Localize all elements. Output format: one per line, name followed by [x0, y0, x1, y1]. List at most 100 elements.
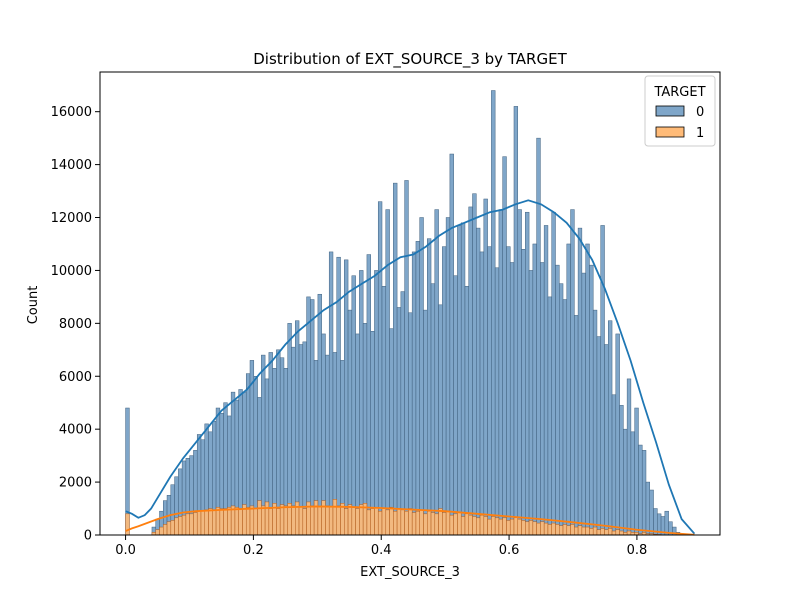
- bar-series-0: [502, 156, 507, 536]
- y-tick-label: 6000: [59, 370, 92, 385]
- y-tick-label: 12000: [51, 211, 92, 226]
- bar-series-1: [574, 526, 579, 536]
- bar-series-0: [396, 307, 402, 536]
- bar-series-0: [355, 333, 360, 536]
- bar-series-0: [536, 137, 541, 536]
- bar-series-0: [570, 209, 575, 536]
- bar-series-0: [328, 251, 334, 536]
- bar-series-0: [476, 227, 481, 536]
- bar-series-1: [396, 508, 402, 536]
- x-tick-label: 0.4: [371, 543, 392, 558]
- bar-series-0: [472, 193, 477, 536]
- chart-title: Distribution of EXT_SOURCE_3 by TARGET: [253, 50, 567, 69]
- bar-series-1: [340, 503, 345, 536]
- bar-series-1: [264, 501, 270, 536]
- bar-series-0: [393, 182, 398, 536]
- bar-series-0: [521, 249, 526, 536]
- bar-series-0: [525, 211, 530, 536]
- bar-series-1: [370, 508, 375, 536]
- bar-series-1: [445, 510, 451, 536]
- bar-series-1: [525, 521, 530, 536]
- bar-series-1: [419, 509, 424, 536]
- bar-series-1: [347, 504, 353, 536]
- bar-series-1: [491, 516, 496, 536]
- bar-series-1: [178, 516, 183, 536]
- bar-series-1: [404, 510, 409, 536]
- y-tick-label: 2000: [59, 476, 92, 491]
- bar-series-0: [498, 209, 503, 536]
- bar-series-0: [438, 304, 443, 536]
- bar-series-0: [517, 209, 522, 536]
- bar-series-0: [366, 254, 371, 536]
- bar-series-1: [393, 510, 398, 536]
- bar-series-0: [600, 225, 605, 536]
- bar-series-0: [434, 209, 439, 536]
- bar-series-0: [449, 153, 454, 536]
- bar-series-0: [487, 246, 492, 536]
- bar-series-1: [332, 499, 338, 536]
- bar-series-0: [457, 225, 462, 536]
- bar-series-1: [494, 517, 500, 536]
- bar-series-0: [645, 481, 650, 536]
- bar-series-1: [547, 524, 552, 536]
- bar-series-1: [415, 510, 420, 536]
- bar-series-1: [291, 505, 296, 536]
- plot-frame: [99, 71, 721, 536]
- bar-series-1: [555, 524, 560, 536]
- y-tick-label: 16000: [51, 105, 92, 120]
- bar-series-0: [551, 211, 556, 536]
- bar-series-0: [347, 309, 353, 536]
- bar-series-0: [377, 201, 383, 536]
- bar-series-1: [581, 526, 586, 536]
- bar-series-0: [491, 90, 496, 536]
- bar-series-0: [574, 315, 579, 536]
- bar-series-1: [245, 506, 251, 536]
- y-tick-label: 10000: [51, 264, 92, 279]
- legend-label-0: 0: [696, 105, 704, 120]
- bar-series-1: [521, 520, 526, 536]
- bar-series-0: [664, 510, 669, 536]
- bar-series-1: [536, 522, 541, 536]
- bar-series-1: [577, 525, 583, 536]
- bar-series-0: [638, 444, 643, 536]
- bar-series-1: [472, 516, 477, 536]
- bar-series-1: [464, 513, 469, 536]
- bar-series-0: [528, 270, 534, 536]
- bar-series-0: [509, 262, 515, 536]
- bar-series-0: [408, 312, 413, 536]
- bar-series-1: [208, 508, 213, 536]
- kde-line-0: [125, 199, 696, 535]
- bar-series-1: [328, 506, 334, 536]
- bar-series-0: [430, 283, 436, 536]
- y-tick-label: 8000: [59, 317, 92, 332]
- bar-series-1: [193, 512, 198, 536]
- bar-series-0: [596, 336, 601, 536]
- bar-series-0: [506, 246, 511, 536]
- y-tick-label: 14000: [51, 158, 92, 173]
- bar-series-0: [626, 378, 632, 536]
- bar-series-1: [551, 522, 556, 536]
- bar-series-1: [166, 521, 172, 536]
- bar-series-0: [400, 291, 405, 536]
- bar-series-1: [238, 508, 243, 536]
- kde-line-1: [125, 505, 695, 536]
- bar-series-0: [608, 320, 613, 536]
- bar-series-0: [419, 217, 424, 536]
- bar-series-0: [468, 206, 473, 536]
- bar-series-1: [253, 508, 258, 536]
- bar-series-1: [125, 513, 130, 536]
- bar-series-1: [449, 514, 454, 536]
- bar-series-0: [641, 450, 647, 536]
- bar-series-1: [249, 505, 255, 536]
- bar-series-1: [325, 505, 330, 536]
- bar-series-1: [476, 517, 481, 536]
- bar-series-1: [159, 526, 164, 536]
- bar-series-0: [310, 299, 315, 536]
- bar-series-0: [555, 264, 560, 536]
- bar-series-1: [381, 508, 387, 536]
- bar-series-1: [219, 508, 224, 536]
- bar-series-0: [547, 296, 552, 536]
- bar-series-0: [370, 331, 375, 536]
- bar-series-1: [498, 518, 503, 536]
